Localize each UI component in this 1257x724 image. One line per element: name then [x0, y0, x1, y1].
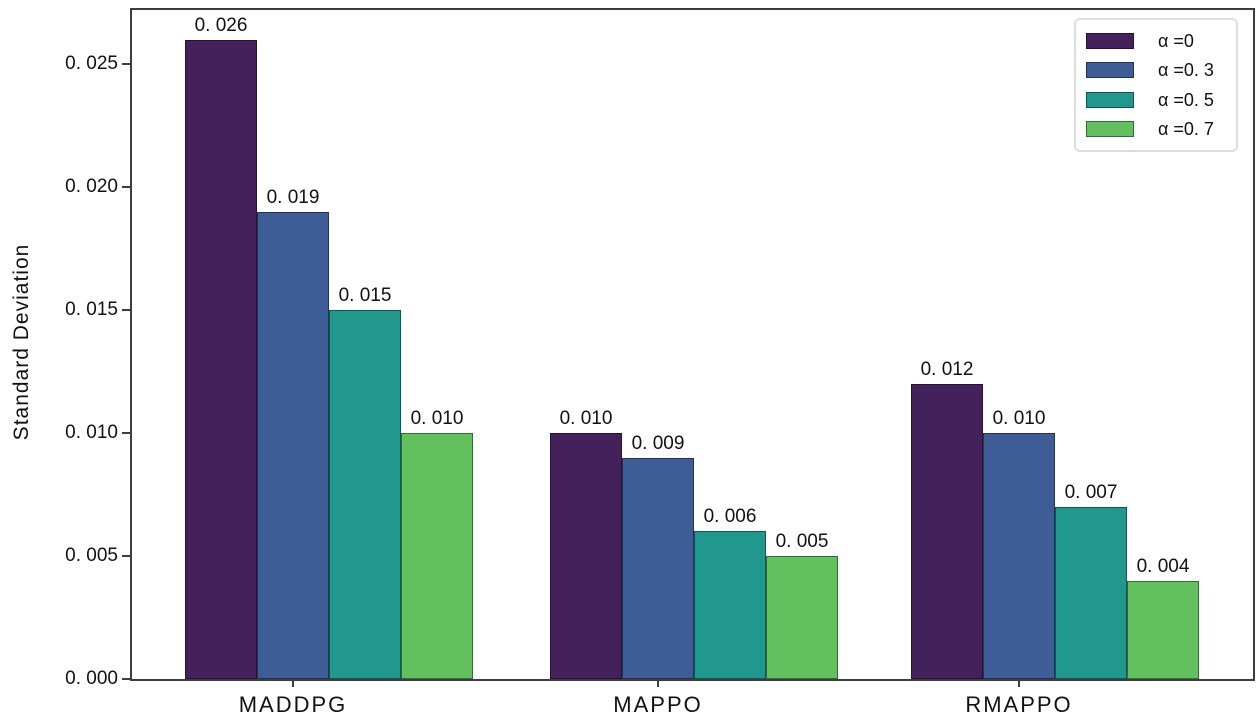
- legend-row: α =0. 3: [1086, 60, 1226, 80]
- x-tick-label: MAPPO: [613, 692, 703, 717]
- y-tick: [122, 678, 130, 680]
- x-tick: [657, 679, 659, 687]
- bar-value-label: 0. 019: [266, 186, 320, 208]
- y-tick-label: 0. 010: [65, 422, 118, 444]
- bar: [550, 433, 622, 679]
- bar: [329, 310, 401, 679]
- legend-row: α =0: [1086, 31, 1226, 51]
- legend-swatch: [1086, 121, 1134, 138]
- legend-label: α =0: [1158, 30, 1194, 51]
- bar: [401, 433, 473, 679]
- bar: [622, 457, 694, 679]
- bar: [1055, 506, 1127, 679]
- bar: [257, 211, 329, 679]
- bar-value-label: 0. 004: [1136, 555, 1190, 577]
- legend-swatch: [1086, 32, 1134, 49]
- legend-swatch: [1086, 62, 1134, 79]
- x-tick-label: MADDPG: [238, 692, 348, 717]
- legend-label: α =0. 7: [1158, 119, 1214, 140]
- legend: α =0 α =0. 3 α =0. 5 α =0. 7: [1074, 18, 1238, 152]
- bar-value-label: 0. 010: [410, 408, 464, 430]
- y-axis-label: Standard Deviation: [10, 243, 33, 441]
- bar: [983, 433, 1055, 679]
- bar: [911, 383, 983, 679]
- legend-row: α =0. 5: [1086, 90, 1226, 110]
- y-tick: [122, 432, 130, 435]
- bar-value-label: 0. 026: [194, 14, 248, 36]
- x-tick: [1018, 679, 1020, 687]
- bar-value-label: 0. 010: [559, 408, 613, 430]
- bar-value-label: 0. 006: [703, 506, 757, 528]
- bar-value-label: 0. 007: [1064, 481, 1118, 503]
- legend-label: α =0. 3: [1158, 60, 1214, 81]
- y-tick-label: 0. 005: [65, 545, 118, 567]
- bar: [766, 556, 838, 679]
- bar-value-label: 0. 015: [338, 285, 392, 307]
- plot-area: 0. 000 0. 005 0. 010 0. 015 0. 020 0. 025 MADD…: [65, 8, 1255, 717]
- bar-value-label: 0. 010: [992, 408, 1046, 430]
- legend-label: α =0. 5: [1158, 89, 1214, 110]
- x-tick-label: RMAPPO: [965, 692, 1073, 717]
- bar-value-label: 0. 005: [775, 531, 829, 553]
- y-tick-label: 0. 020: [65, 176, 118, 198]
- y-tick: [122, 63, 130, 66]
- y-tick-label: 0. 025: [65, 53, 118, 75]
- y-tick-label: 0. 015: [65, 299, 118, 321]
- y-tick-label: 0. 000: [65, 668, 118, 689]
- bar: [185, 39, 257, 679]
- y-tick: [122, 309, 130, 312]
- bar-value-label: 0. 012: [920, 358, 974, 380]
- bar: [694, 531, 766, 679]
- legend-swatch: [1086, 91, 1134, 108]
- x-tick: [292, 679, 294, 687]
- y-tick: [122, 555, 130, 558]
- legend-row: α =0. 7: [1086, 119, 1226, 139]
- bar: [1127, 580, 1199, 679]
- y-tick: [122, 186, 130, 189]
- bar-value-label: 0. 009: [631, 432, 685, 454]
